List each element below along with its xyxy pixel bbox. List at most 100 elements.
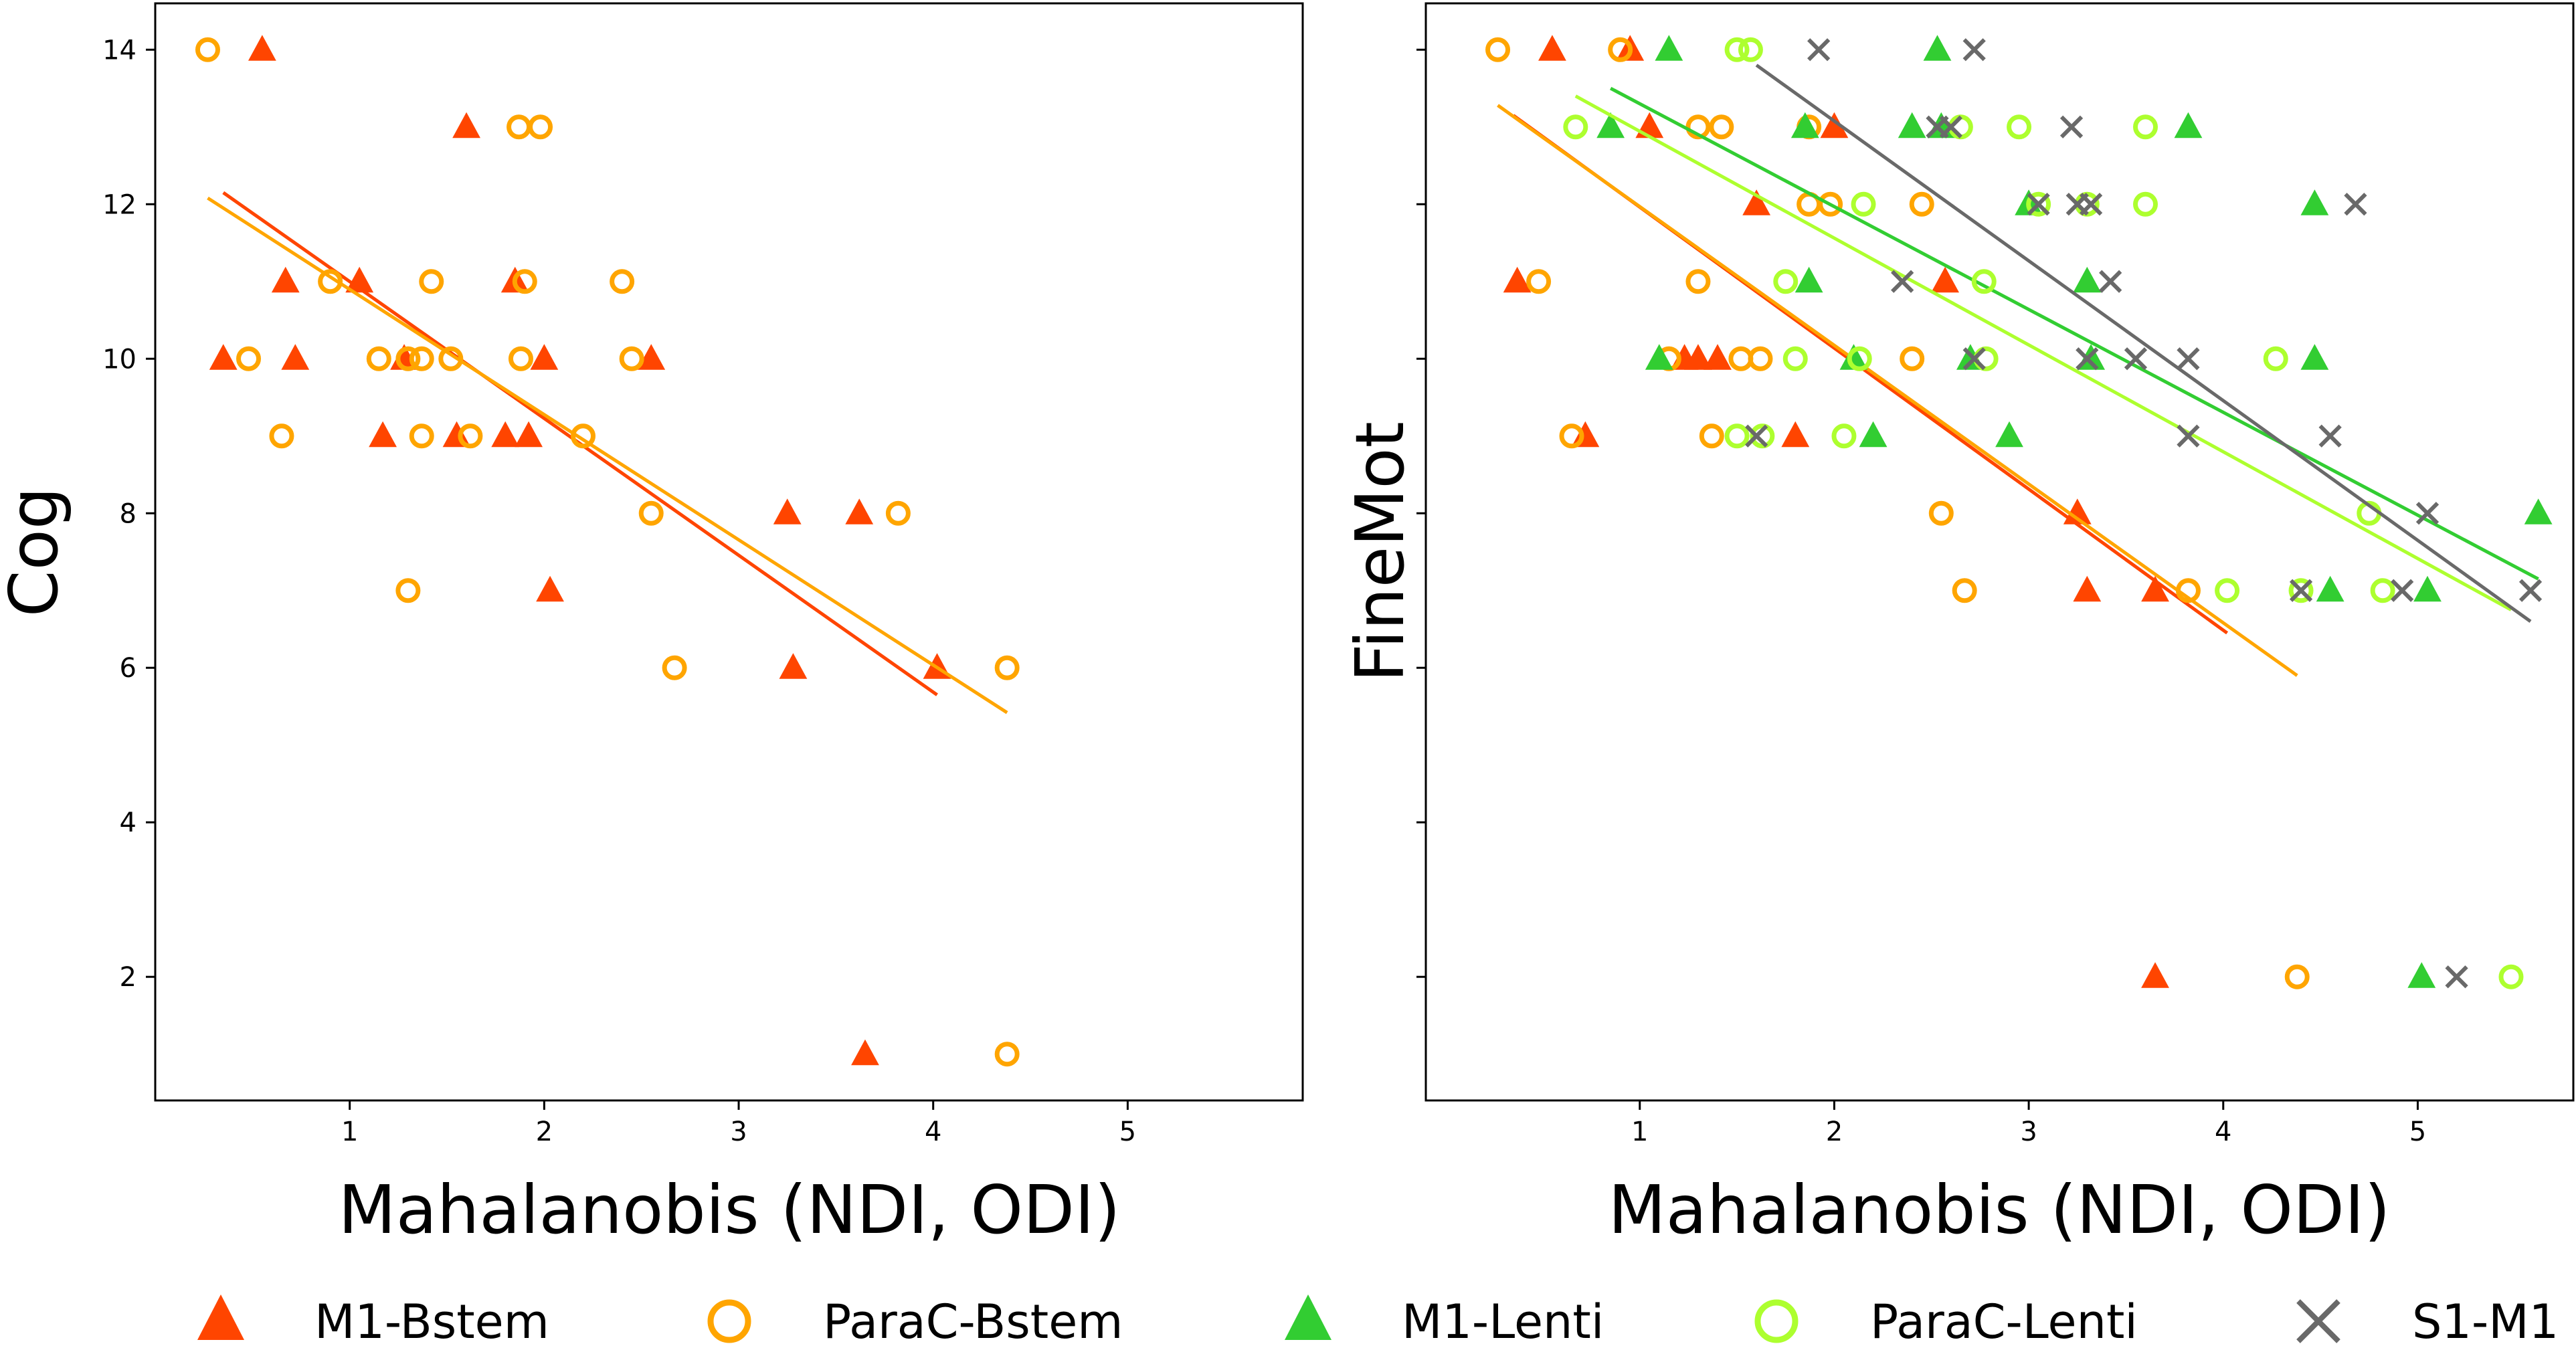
point-parac-bstem-cog-10 [409, 346, 434, 371]
point-m1-lenti-finemot-8 [2300, 189, 2329, 215]
point-parac-bstem-cog-22 [994, 655, 1020, 680]
point-m1-lenti-finemot-19 [2316, 575, 2344, 602]
point-m1-bstem-finemot-8 [1704, 344, 1732, 370]
legend-marker-m1-lenti [1285, 1294, 1331, 1340]
point-parac-bstem-cog-14 [269, 423, 294, 449]
point-m1-lenti-finemot-3 [1790, 112, 1819, 138]
x-tick-label-finemot-3: 3 [2020, 1117, 2037, 1147]
point-parac-bstem-cog-9 [395, 346, 421, 371]
plot-area-cog [195, 35, 1020, 1067]
point-m1-bstem-finemot-15 [2141, 962, 2169, 988]
point-m1-bstem-cog-16 [536, 575, 564, 602]
point-parac-bstem-cog-13 [619, 346, 644, 371]
x-tick-label-finemot-1: 1 [1631, 1117, 1648, 1147]
point-m1-lenti-finemot-11 [1645, 344, 1673, 370]
point-m1-lenti-finemot-10 [2073, 266, 2102, 293]
point-parac-lenti-finemot-16 [1724, 423, 1750, 449]
point-m1-bstem-finemot-11 [1931, 266, 1960, 293]
point-m1-bstem-cog-3 [345, 266, 374, 293]
plot-area-finemot [1485, 35, 2553, 989]
axes-frame-cog [154, 2, 1304, 1102]
legend-label-m1-lenti: M1-Lenti [1402, 1294, 1604, 1349]
point-m1-lenti-finemot-0 [1655, 35, 1683, 61]
point-parac-bstem-finemot-3 [1709, 114, 1734, 140]
legend-label-s1-m1: S1-M1 [2412, 1294, 2559, 1349]
point-parac-lenti-finemot-6 [1851, 191, 1876, 217]
point-parac-bstem-finemot-8 [1526, 269, 1552, 294]
point-parac-bstem-finemot-6 [1818, 191, 1843, 217]
x-tick-label-finemot-5: 5 [2409, 1117, 2426, 1147]
x-tick-label-finemot-4: 4 [2215, 1117, 2231, 1147]
point-m1-lenti-finemot-4 [1898, 112, 1926, 138]
y-tick-label-cog-8: 8 [120, 498, 136, 529]
point-parac-lenti-finemot-5 [2133, 114, 2158, 140]
fit-line-parac-bstem-finemot [1497, 104, 2298, 677]
point-m1-bstem-cog-6 [281, 344, 310, 370]
point-parac-lenti-finemot-13 [1847, 346, 1872, 371]
point-m1-bstem-finemot-9 [1781, 421, 1810, 448]
point-parac-lenti-finemot-15 [2263, 346, 2288, 371]
point-parac-bstem-cog-8 [366, 346, 391, 371]
point-m1-lenti-finemot-20 [2413, 575, 2442, 602]
point-s1-m1-finemot-6 [2079, 193, 2103, 216]
point-parac-lenti-finemot-17 [1750, 423, 1775, 449]
point-parac-lenti-finemot-22 [2370, 578, 2395, 603]
fit-line-s1-m1-finemot [1755, 64, 2532, 623]
point-s1-m1-finemot-4 [2059, 115, 2084, 138]
point-s1-m1-finemot-9 [1891, 270, 1914, 293]
point-s1-m1-finemot-0 [1807, 38, 1831, 62]
point-m1-lenti-finemot-21 [2407, 962, 2436, 988]
point-parac-bstem-finemot-2 [1685, 114, 1711, 140]
fit-line-m1-lenti-finemot [1609, 86, 2539, 581]
legend-marker-parac-bstem [707, 1299, 751, 1343]
point-parac-lenti-finemot-1 [1738, 37, 1763, 62]
point-parac-bstem-cog-1 [507, 114, 532, 140]
y-axis-label-cog: Cog [0, 487, 73, 617]
y-tick-label-cog-6: 6 [120, 653, 136, 684]
point-m1-bstem-finemot-0 [1538, 35, 1566, 61]
point-s1-m1-finemot-8 [2027, 193, 2050, 216]
point-s1-m1-finemot-16 [2177, 424, 2200, 448]
y-tick-label-cog-2: 2 [120, 962, 136, 993]
point-parac-lenti-finemot-9 [2133, 191, 2158, 217]
point-parac-bstem-finemot-12 [1748, 346, 1773, 371]
x-tick-label-cog-1: 1 [341, 1117, 358, 1147]
point-parac-lenti-finemot-0 [1724, 37, 1750, 62]
point-parac-bstem-cog-2 [528, 114, 553, 140]
point-parac-bstem-cog-19 [885, 500, 911, 526]
point-s1-m1-finemot-1 [1962, 38, 1986, 62]
x-tick-label-cog-3: 3 [730, 1117, 747, 1147]
point-s1-m1-finemot-18 [2415, 502, 2440, 525]
point-s1-m1-finemot-11 [2076, 347, 2099, 371]
point-parac-bstem-finemot-19 [2284, 964, 2310, 989]
point-m1-bstem-cog-14 [773, 498, 802, 524]
y-tick-label-cog-4: 4 [120, 807, 136, 838]
point-parac-bstem-cog-7 [236, 346, 262, 371]
y-axis-label-finemot: FineMot [1341, 421, 1419, 682]
point-parac-bstem-cog-17 [570, 423, 595, 449]
point-m1-bstem-cog-0 [248, 35, 276, 61]
point-s1-m1-finemot-21 [2518, 579, 2543, 602]
point-m1-bstem-cog-9 [637, 344, 666, 370]
point-parac-bstem-cog-4 [419, 269, 444, 294]
point-m1-bstem-finemot-14 [2141, 575, 2169, 602]
point-m1-lenti-finemot-2 [1596, 112, 1625, 138]
point-m1-bstem-cog-8 [530, 344, 559, 370]
point-parac-bstem-cog-15 [409, 423, 434, 449]
point-parac-bstem-finemot-7 [1909, 191, 1934, 217]
point-parac-bstem-cog-5 [512, 269, 537, 294]
point-s1-m1-finemot-22 [2445, 965, 2468, 989]
point-s1-m1-finemot-13 [2177, 347, 2200, 371]
point-m1-lenti-finemot-16 [1859, 421, 1888, 448]
chart-panel-finemot: 1 2 3 4 5 Mahalanobis (NDI, ODI) FineMot [1341, 2, 2575, 1249]
point-parac-bstem-cog-16 [458, 423, 483, 449]
point-m1-lenti-finemot-15 [2300, 344, 2329, 370]
point-parac-bstem-finemot-13 [1900, 346, 1925, 371]
point-s1-m1-finemot-12 [2124, 347, 2148, 371]
point-parac-lenti-finemot-7 [2026, 191, 2051, 217]
point-parac-bstem-finemot-16 [1928, 500, 1954, 526]
point-s1-m1-finemot-17 [2318, 424, 2342, 448]
point-parac-lenti-finemot-10 [1773, 269, 1799, 294]
point-parac-bstem-cog-11 [438, 346, 464, 371]
y-tick-label-cog-12: 12 [102, 189, 136, 220]
